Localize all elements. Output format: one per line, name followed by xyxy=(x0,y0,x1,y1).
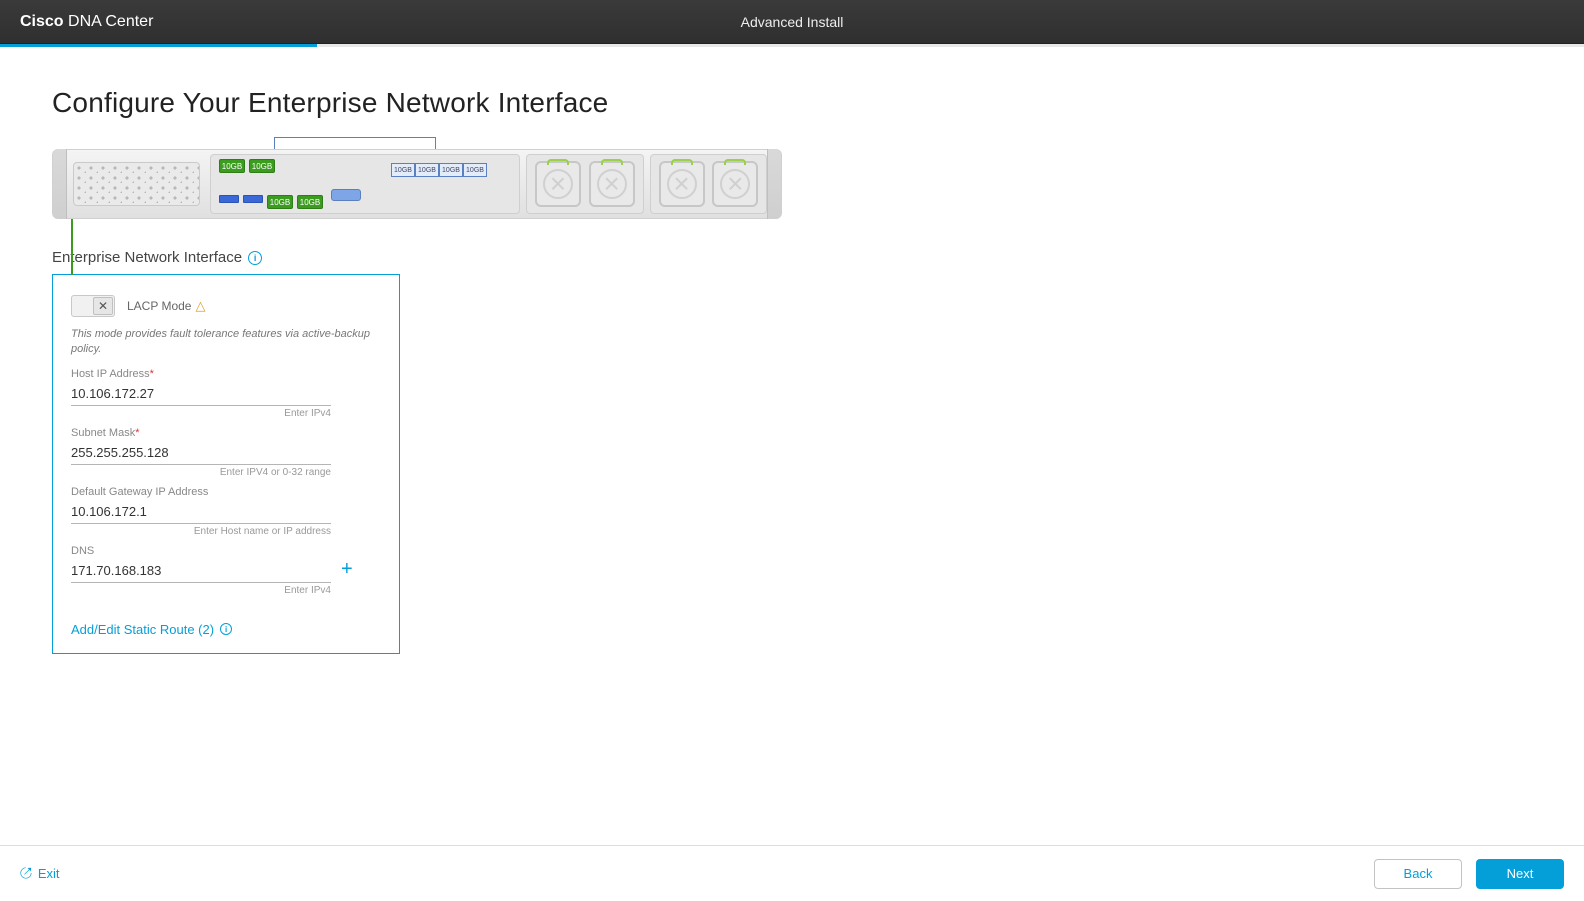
mode-description: This mode provides fault tolerance featu… xyxy=(71,327,381,358)
app-header: Cisco DNA Center Advanced Install xyxy=(0,0,1584,44)
progress-fill xyxy=(0,44,317,47)
brand-bold: Cisco xyxy=(20,13,64,30)
rack-ear-right xyxy=(767,149,781,219)
subnet-label: Subnet Mask* xyxy=(71,427,381,439)
info-icon[interactable]: i xyxy=(220,623,232,635)
brand-light: DNA Center xyxy=(68,13,153,30)
add-dns-button[interactable]: + xyxy=(341,559,353,579)
gateway-hint: Enter Host name or IP address xyxy=(71,526,331,537)
gateway-input[interactable] xyxy=(71,500,331,524)
nic-port-10gb[interactable]: 10GB xyxy=(391,163,415,177)
fan-icon xyxy=(712,161,758,207)
fan-icon xyxy=(589,161,635,207)
nic-card: 10GB 10GB 10GB 10GB xyxy=(391,163,487,177)
port-10gb[interactable]: 10GB xyxy=(297,195,323,209)
gateway-label: Default Gateway IP Address xyxy=(71,486,381,498)
dns-label: DNS xyxy=(71,545,381,557)
info-icon[interactable]: i xyxy=(248,251,262,265)
footer: ⎋ Exit Back Next xyxy=(0,845,1584,901)
psu-block-1 xyxy=(526,154,644,214)
nic-port-10gb[interactable]: 10GB xyxy=(439,163,463,177)
static-route-link[interactable]: Add/Edit Static Route (2) i xyxy=(71,622,232,637)
port-10gb[interactable]: 10GB xyxy=(219,159,245,173)
port-10gb[interactable]: 10GB xyxy=(267,195,293,209)
dns-hint: Enter IPv4 xyxy=(71,585,331,596)
lacp-label: LACP Mode xyxy=(127,299,191,313)
back-button[interactable]: Back xyxy=(1374,859,1462,889)
usb-port xyxy=(243,195,263,203)
subnet-hint: Enter IPV4 or 0-32 range xyxy=(71,467,331,478)
exit-button[interactable]: ⎋ Exit xyxy=(20,865,60,882)
mgmt-ports: 10GB 10GB 10GB 10GB xyxy=(219,159,323,209)
psu-block-2 xyxy=(650,154,768,214)
header-title: Advanced Install xyxy=(741,14,844,30)
brand: Cisco DNA Center xyxy=(20,13,153,31)
subnet-input[interactable] xyxy=(71,441,331,465)
port-10gb[interactable]: 10GB xyxy=(249,159,275,173)
fan-icon xyxy=(659,161,705,207)
rack-ear-left xyxy=(53,149,67,219)
warning-icon: △ xyxy=(195,298,205,314)
next-button[interactable]: Next xyxy=(1476,859,1564,889)
section-title-row: Enterprise Network Interface i xyxy=(52,249,1532,266)
progress-bar xyxy=(0,44,1584,47)
host-ip-hint: Enter IPv4 xyxy=(71,408,331,419)
nic-port-10gb[interactable]: 10GB xyxy=(463,163,487,177)
toggle-knob-off: ✕ xyxy=(93,297,113,315)
server-diagram: 10GB 10GB 10GB 10GB 10GB 10GB xyxy=(52,149,1532,219)
fan-icon xyxy=(535,161,581,207)
usb-port xyxy=(219,195,239,203)
host-ip-label: Host IP Address* xyxy=(71,368,381,380)
server-chassis: 10GB 10GB 10GB 10GB 10GB 10GB xyxy=(52,149,782,219)
config-card: ✕ LACP Mode △ This mode provides fault t… xyxy=(52,274,400,654)
exit-icon: ⎋ xyxy=(20,865,32,882)
host-ip-input[interactable] xyxy=(71,382,331,406)
lacp-toggle[interactable]: ✕ xyxy=(71,295,115,317)
nic-port-10gb[interactable]: 10GB xyxy=(415,163,439,177)
section-title: Enterprise Network Interface xyxy=(52,249,242,266)
page-title: Configure Your Enterprise Network Interf… xyxy=(52,87,1532,119)
io-panel: 10GB 10GB 10GB 10GB 10GB 10GB xyxy=(210,154,520,214)
vent-panel xyxy=(73,162,200,206)
dns-input[interactable] xyxy=(71,559,331,583)
vga-port xyxy=(331,189,361,201)
